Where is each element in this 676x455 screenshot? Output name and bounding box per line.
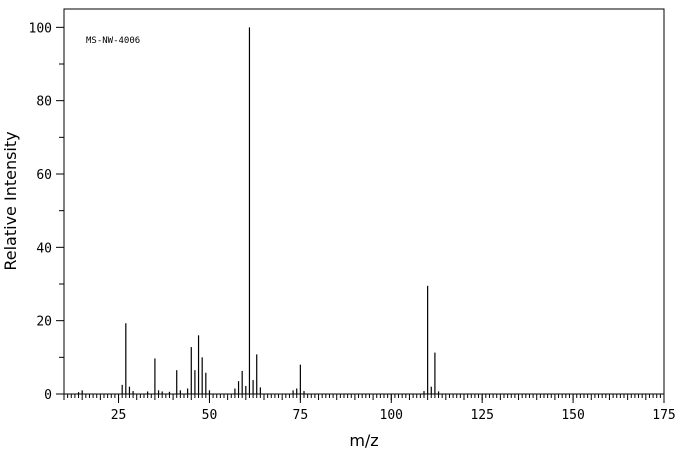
minor-ticks: [63, 394, 665, 400]
y-tick-label: 100: [29, 21, 52, 36]
y-axis-title: Relative Intensity: [1, 131, 20, 270]
y-axis: 0 20 40 60 80 100: [29, 21, 64, 403]
x-tick-label: 150: [561, 408, 584, 423]
y-tick-label: 80: [36, 95, 52, 110]
spectrum-id-annotation: MS-NW-4006: [86, 36, 140, 46]
peak-series: [77, 27, 440, 394]
y-tick-label: 40: [36, 241, 52, 256]
x-tick-label: 25: [111, 408, 127, 423]
x-tick-label: 175: [652, 408, 675, 423]
plot-frame: [63, 8, 665, 395]
x-tick-label: 75: [293, 408, 309, 423]
x-tick-label: 125: [470, 408, 493, 423]
x-axis-title: m/z: [349, 431, 378, 450]
y-tick-label: 0: [44, 388, 52, 403]
y-tick-label: 20: [36, 315, 52, 330]
x-tick-label: 100: [380, 408, 403, 423]
y-tick-label: 60: [36, 168, 52, 183]
x-tick-label: 50: [202, 408, 218, 423]
x-axis: 25 50 75 100 125 150 175: [111, 394, 676, 423]
